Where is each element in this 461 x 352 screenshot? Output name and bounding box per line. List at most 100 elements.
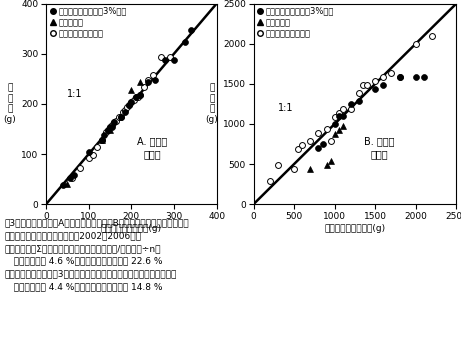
Point xyxy=(134,94,142,100)
X-axis label: シミュレーション値(g): シミュレーション値(g) xyxy=(325,224,385,233)
Point xyxy=(145,80,152,85)
Point xyxy=(162,57,169,63)
Point xyxy=(136,92,143,98)
Point xyxy=(170,57,177,63)
Point xyxy=(66,175,73,181)
Point xyxy=(347,106,355,112)
Point xyxy=(412,75,420,80)
Point xyxy=(335,110,343,115)
Point xyxy=(327,138,334,144)
Point xyxy=(59,182,67,188)
Point xyxy=(347,101,355,107)
Point xyxy=(149,72,156,77)
Text: 1:1: 1:1 xyxy=(67,89,83,99)
Point xyxy=(106,125,114,130)
Point xyxy=(132,94,139,100)
Point xyxy=(115,114,122,120)
Point xyxy=(124,105,131,110)
Point xyxy=(396,75,403,80)
Point xyxy=(102,130,110,135)
Point xyxy=(363,82,371,87)
X-axis label: シミュレーション値(g): シミュレーション値(g) xyxy=(101,224,162,233)
Point xyxy=(125,102,133,108)
Text: 図3．地上部乾物重（A）と結球部生体重（B）の結球開始期を起点とする
シミュレーション値と実測値（2002～2006年）
相対誤差（＝Σ（｜シミュレート値－実測: 図3．地上部乾物重（A）と結球部生体重（B）の結球開始期を起点とする シミュレー… xyxy=(5,218,189,291)
Point xyxy=(335,127,343,132)
Point xyxy=(108,125,116,130)
Point xyxy=(307,138,314,144)
Point xyxy=(151,77,159,83)
Point xyxy=(323,162,330,168)
Point xyxy=(428,33,436,39)
Point xyxy=(121,107,129,113)
Point xyxy=(98,137,105,143)
Point xyxy=(104,127,112,133)
Y-axis label: 実
測
値
(g): 実 測 値 (g) xyxy=(206,84,218,124)
Point xyxy=(85,155,92,160)
Point xyxy=(372,87,379,92)
Point xyxy=(335,113,343,119)
Point xyxy=(117,114,124,120)
Point xyxy=(339,106,347,112)
Point xyxy=(339,113,347,119)
Point xyxy=(380,74,387,79)
Point xyxy=(125,102,133,108)
Text: B. 結球部
生体重: B. 結球部 生体重 xyxy=(364,136,395,159)
Point xyxy=(372,78,379,83)
Point xyxy=(299,142,306,147)
Point xyxy=(412,42,420,47)
Point xyxy=(128,87,135,93)
Point xyxy=(355,90,363,95)
Point xyxy=(396,74,403,79)
Point xyxy=(85,150,92,155)
Point xyxy=(64,181,71,187)
Point xyxy=(106,127,114,133)
Point xyxy=(420,75,428,80)
Point xyxy=(128,100,135,105)
Point xyxy=(295,146,302,152)
Point xyxy=(388,70,395,75)
Point xyxy=(136,80,143,85)
Point xyxy=(327,158,334,164)
Point xyxy=(355,99,363,104)
Point xyxy=(339,123,347,128)
Point xyxy=(117,114,124,120)
Point xyxy=(111,120,118,125)
Point xyxy=(158,54,165,60)
Point xyxy=(141,84,148,90)
Point xyxy=(331,121,338,127)
Text: A. 地上部
乾物重: A. 地上部 乾物重 xyxy=(137,136,167,159)
Point xyxy=(181,39,189,45)
Point xyxy=(315,145,322,151)
Text: 1:1: 1:1 xyxy=(278,103,293,113)
Point xyxy=(113,118,120,124)
Point xyxy=(119,109,126,115)
Point xyxy=(77,165,84,170)
Point xyxy=(290,166,298,172)
Point xyxy=(360,82,367,87)
Point xyxy=(94,145,101,150)
Point xyxy=(319,141,326,147)
Point xyxy=(104,127,112,133)
Point xyxy=(145,77,152,83)
Point xyxy=(98,137,105,143)
Point xyxy=(98,137,105,143)
Point xyxy=(266,178,273,184)
Point xyxy=(111,120,118,125)
Point xyxy=(132,94,139,100)
Point xyxy=(331,114,338,119)
Point xyxy=(100,132,107,138)
Point xyxy=(315,130,322,136)
Point xyxy=(70,172,77,178)
Point xyxy=(130,97,137,103)
Point xyxy=(274,162,282,168)
Point xyxy=(68,175,75,180)
Point xyxy=(307,166,314,172)
Point xyxy=(89,152,97,158)
Y-axis label: 実
測
値
(g): 実 測 値 (g) xyxy=(4,84,17,124)
Point xyxy=(121,109,129,115)
Legend: 結球開始期体内窒琄3%以下, 球内茎伸長, 正常な生育・球肥大: 結球開始期体内窒琄3%以下, 球内茎伸長, 正常な生育・球肥大 xyxy=(256,6,335,39)
Legend: 結球開始期体内窒琄3%以下, 球内茎伸長, 正常な生育・球肥大: 結球開始期体内窒琄3%以下, 球内茎伸長, 正常な生育・球肥大 xyxy=(48,6,128,39)
Point xyxy=(128,100,135,105)
Point xyxy=(331,131,338,136)
Point xyxy=(166,54,173,60)
